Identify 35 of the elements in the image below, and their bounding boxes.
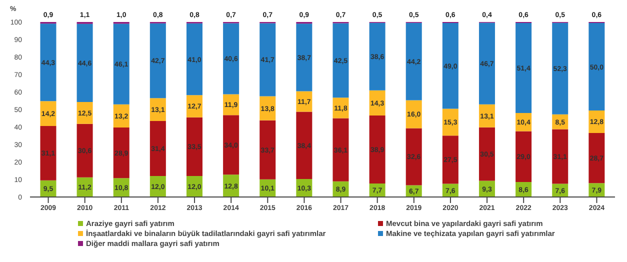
bar: [296, 24, 312, 92]
bar: [552, 129, 568, 184]
bar: [76, 124, 93, 178]
bar: [332, 118, 349, 182]
bar: [332, 23, 349, 98]
bar: [113, 24, 130, 104]
bar: [588, 23, 605, 111]
bar: [406, 22, 422, 100]
bar: [478, 104, 495, 128]
bar: [406, 128, 422, 186]
bar: [588, 132, 605, 184]
bar: [76, 24, 93, 102]
bar: [516, 131, 532, 182]
bar: [223, 115, 240, 175]
bar: [442, 23, 458, 109]
bar: [552, 22, 568, 114]
bar: [150, 23, 166, 98]
bar: [296, 112, 312, 179]
bar: [40, 126, 56, 180]
bar: [40, 24, 56, 102]
bar: [186, 95, 202, 118]
bar: [369, 115, 386, 184]
bar: [113, 128, 130, 178]
bar: [186, 117, 202, 176]
bar: [260, 120, 276, 180]
bar: [223, 23, 240, 94]
bar: [442, 136, 458, 184]
bar: [478, 22, 495, 104]
bar: [478, 127, 495, 181]
bar: [369, 22, 386, 90]
bar: [150, 121, 166, 176]
bar: [40, 101, 56, 126]
bar: [260, 23, 276, 96]
bar: [516, 23, 532, 113]
bar: [186, 23, 202, 96]
